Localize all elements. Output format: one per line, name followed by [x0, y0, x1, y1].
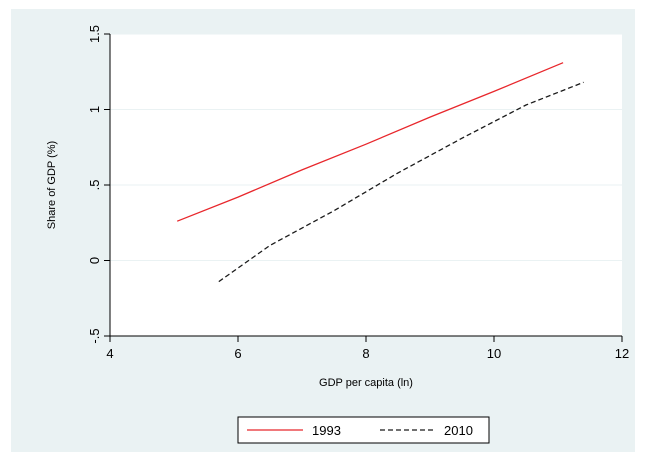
x-ticks: 4 6 8 10 12 [106, 336, 629, 361]
y-ticks: -.5 0 .5 1 1.5 [87, 25, 110, 344]
legend-label-1993: 1993 [312, 423, 341, 438]
x-axis-label: GDP per capita (ln) [319, 377, 413, 389]
series-line-1993 [176, 62, 564, 222]
y-tick-label-0: -.5 [87, 328, 102, 343]
y-tick-label-4: 1.5 [87, 25, 102, 43]
x-tick-label-1: 6 [234, 346, 241, 361]
y-tick-label-3: 1 [87, 106, 102, 113]
series-layer [176, 62, 584, 283]
legend: 1993 2010 [237, 416, 490, 444]
y-tick-label-1: 0 [87, 257, 102, 264]
x-tick-label-0: 4 [106, 346, 113, 361]
x-tick-label-2: 8 [362, 346, 369, 361]
y-tick-label-2: .5 [87, 180, 102, 191]
x-tick-label-4: 12 [615, 346, 629, 361]
legend-label-2010: 2010 [444, 423, 473, 438]
y-axis-label: Share of GDP (%) [46, 141, 58, 229]
series-line-2010 [218, 81, 584, 283]
x-tick-label-3: 10 [487, 346, 501, 361]
